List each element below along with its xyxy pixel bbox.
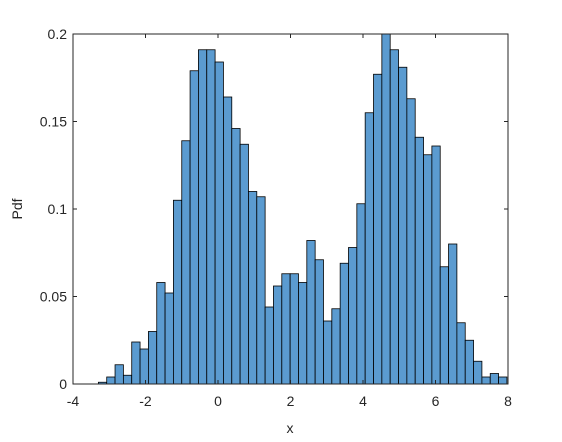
bar	[389, 49, 399, 385]
bar	[239, 143, 249, 385]
bar	[398, 66, 408, 385]
bar	[306, 240, 316, 385]
bar	[114, 364, 124, 385]
bar	[173, 199, 183, 385]
bar	[489, 373, 499, 385]
bar	[139, 348, 149, 385]
y-axis-label: Pdf	[9, 198, 25, 219]
bar	[147, 331, 158, 385]
bar	[248, 191, 258, 385]
bar	[256, 196, 266, 385]
bar	[273, 285, 283, 385]
bar	[464, 339, 474, 385]
bar	[214, 61, 224, 385]
bar	[373, 73, 383, 385]
bar	[448, 243, 458, 385]
bar	[339, 262, 349, 385]
bar	[323, 320, 333, 385]
bar	[498, 376, 508, 385]
bar	[198, 49, 208, 385]
bar	[289, 273, 299, 385]
x-tick-label: 4	[359, 393, 367, 409]
x-tick-label: 6	[432, 393, 440, 409]
y-tick-label: 0	[59, 376, 67, 392]
x-axis-label: x	[287, 420, 294, 436]
y-tick-label: 0.2	[48, 26, 68, 42]
y-tick-label: 0.1	[48, 201, 68, 217]
bar	[481, 376, 491, 385]
bar	[348, 247, 358, 385]
bar	[189, 70, 199, 385]
bar	[473, 360, 483, 385]
bar	[331, 308, 341, 385]
bar	[264, 306, 274, 385]
bar	[156, 282, 166, 385]
x-tick-label: -2	[139, 393, 152, 409]
x-tick-label: 8	[504, 393, 512, 409]
bar	[314, 259, 324, 385]
bar	[298, 282, 308, 385]
bar	[414, 136, 424, 385]
bar	[223, 96, 233, 385]
x-tick-label: 2	[287, 393, 295, 409]
bar	[381, 33, 391, 385]
bar	[231, 128, 241, 385]
bar	[206, 49, 216, 385]
bar	[356, 203, 366, 385]
bar	[181, 140, 191, 385]
bar	[131, 341, 141, 385]
bar	[439, 266, 449, 385]
bar	[431, 145, 441, 385]
bar	[456, 322, 466, 385]
bar	[122, 374, 133, 385]
bar	[406, 98, 416, 385]
bar	[364, 112, 374, 385]
bar	[164, 292, 174, 385]
x-tick-label: -4	[67, 393, 80, 409]
bar	[281, 273, 291, 385]
x-tick-label: 0	[214, 393, 222, 409]
bar	[106, 376, 116, 385]
y-tick-label: 0.15	[40, 114, 67, 130]
y-tick-label: 0.05	[40, 289, 67, 305]
bar	[423, 154, 433, 385]
